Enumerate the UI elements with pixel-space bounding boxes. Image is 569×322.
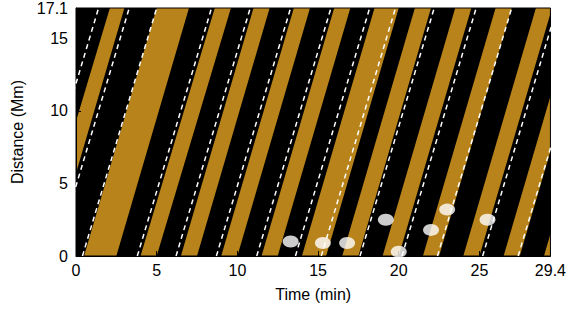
svg-text:25: 25 <box>471 262 489 279</box>
svg-text:29.4: 29.4 <box>535 262 566 279</box>
svg-text:0: 0 <box>72 262 81 279</box>
svg-text:15: 15 <box>309 262 327 279</box>
svg-text:5: 5 <box>59 175 68 192</box>
svg-text:10: 10 <box>50 102 68 119</box>
svg-text:15: 15 <box>50 30 68 47</box>
svg-text:20: 20 <box>390 262 408 279</box>
svg-text:5: 5 <box>152 262 161 279</box>
svg-text:0: 0 <box>59 248 68 265</box>
svg-text:Time (min): Time (min) <box>275 286 351 303</box>
svg-text:10: 10 <box>228 262 246 279</box>
svg-text:Distance (Mm): Distance (Mm) <box>9 80 26 184</box>
svg-text:17.1: 17.1 <box>37 0 68 17</box>
